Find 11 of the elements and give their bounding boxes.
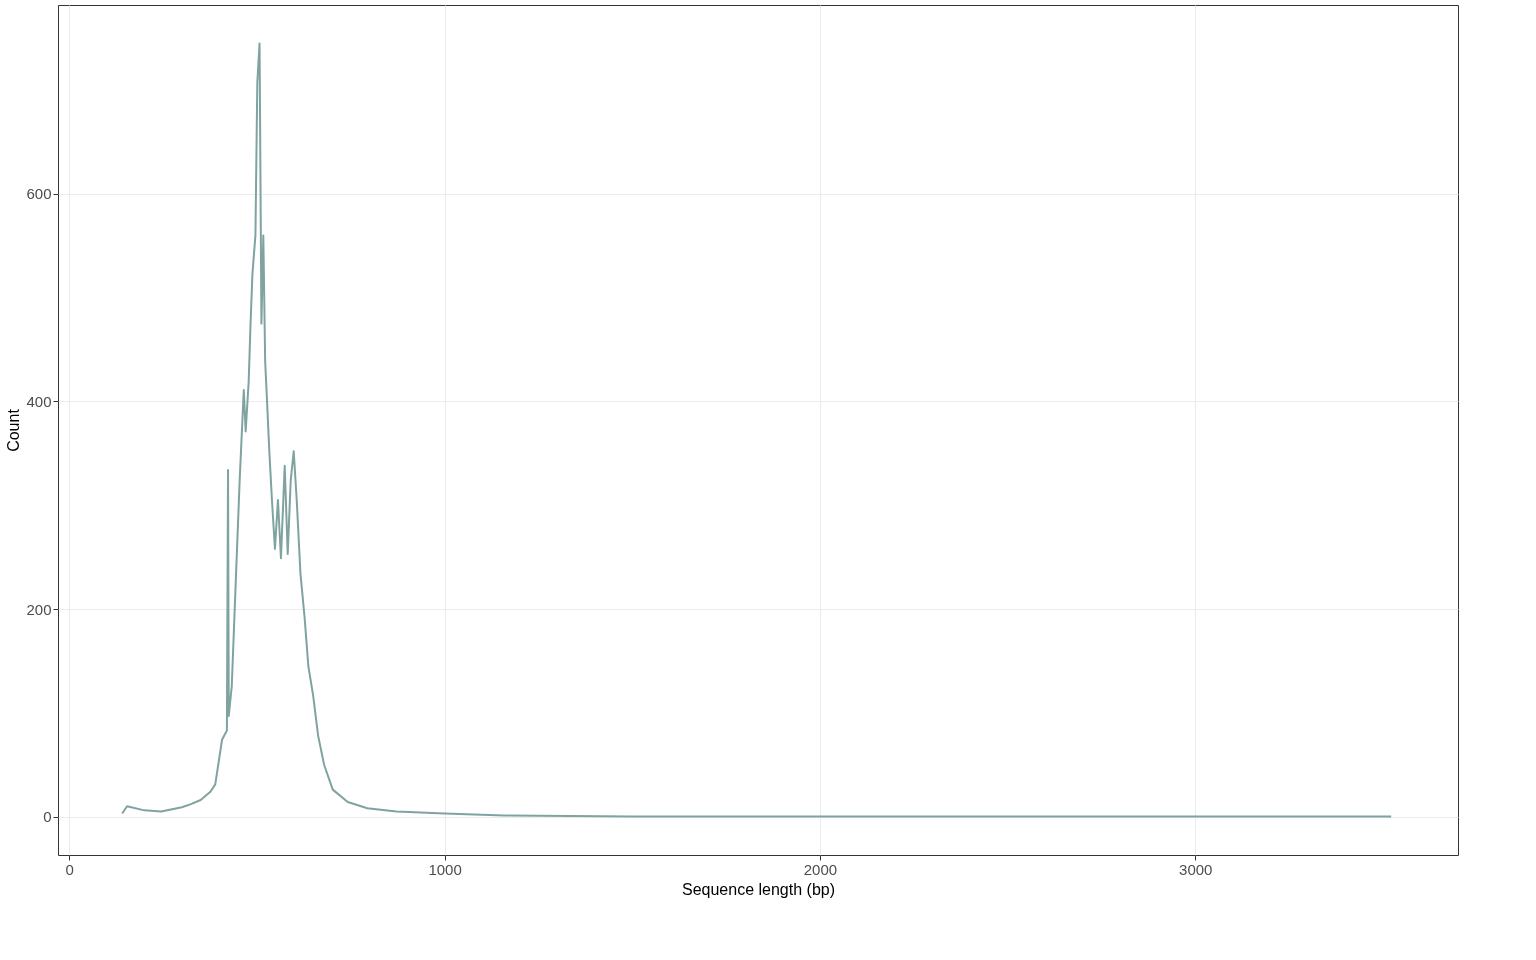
y-tick-label: 600 bbox=[26, 185, 52, 203]
y-tick-label: 400 bbox=[26, 392, 52, 410]
x-tick-label: 0 bbox=[65, 860, 74, 878]
x-tick-label: 2000 bbox=[803, 860, 838, 878]
y-tick-label: 200 bbox=[26, 600, 52, 618]
line-series bbox=[121, 42, 1393, 818]
y-axis-title: Count bbox=[5, 408, 23, 452]
x-tick-label: 1000 bbox=[428, 860, 462, 878]
x-axis-title: Sequence length (bp) bbox=[682, 880, 835, 898]
y-tick-label: 0 bbox=[43, 808, 52, 826]
x-tick-label: 3000 bbox=[1179, 860, 1213, 878]
